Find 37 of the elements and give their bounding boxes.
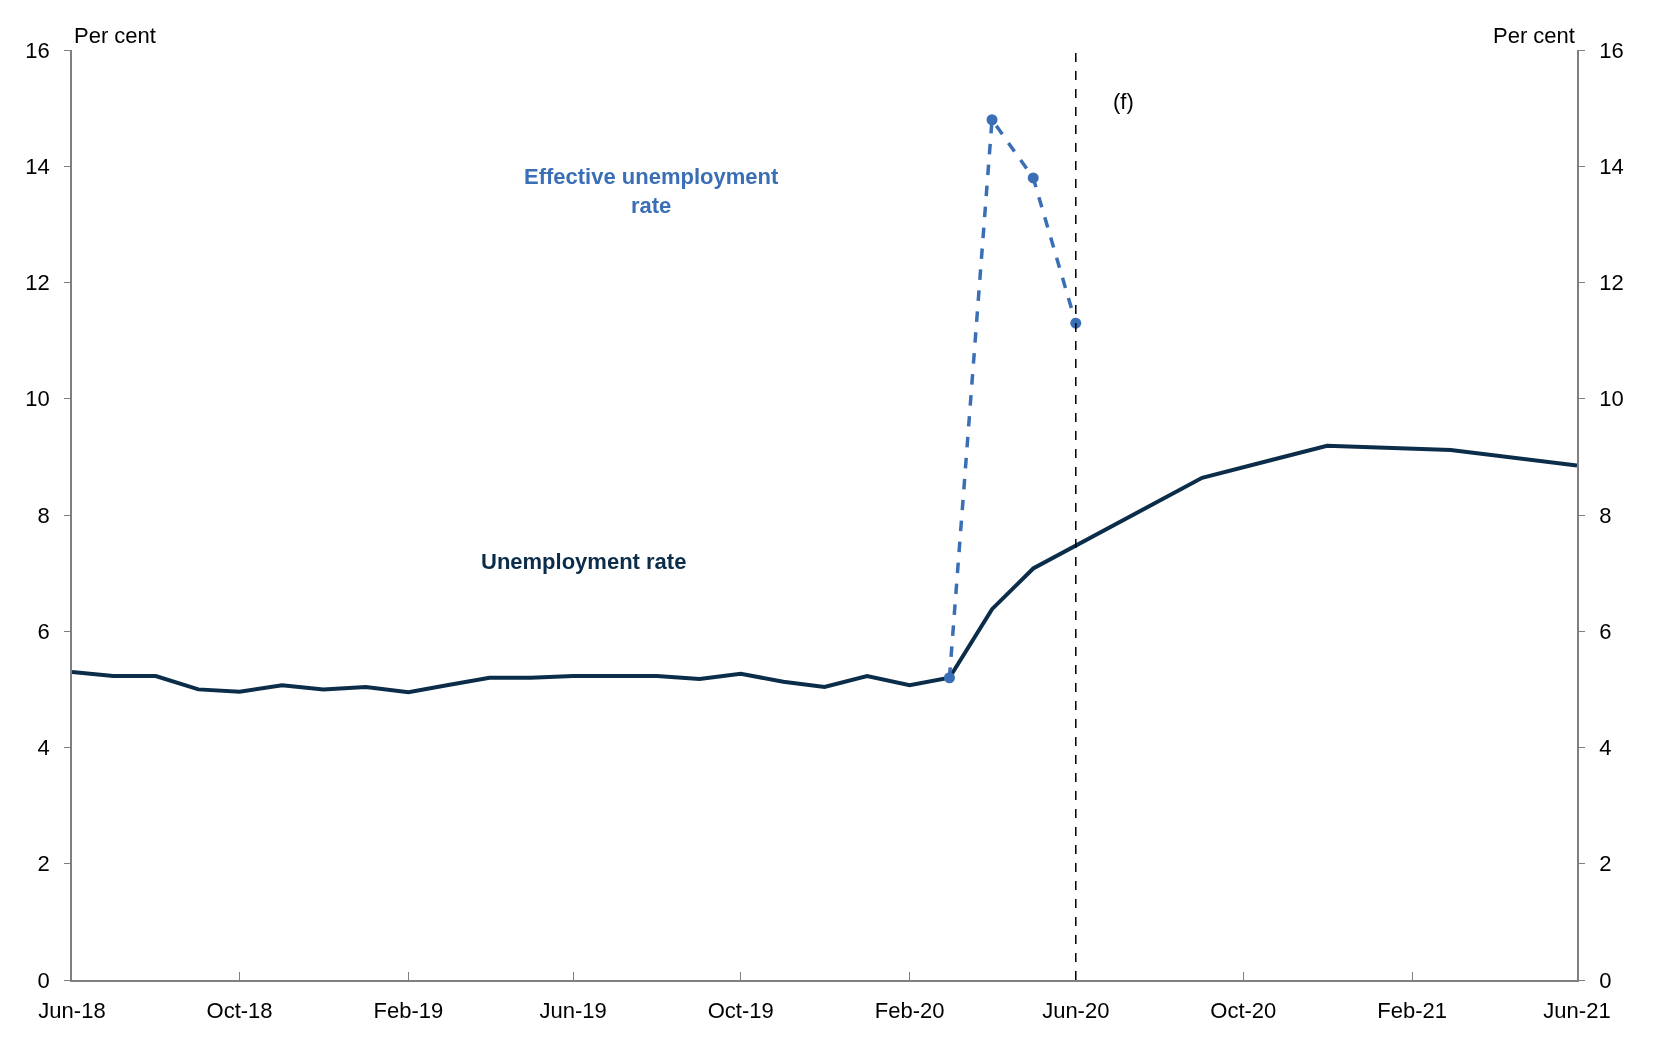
y2-tick-label: 12 — [1599, 270, 1624, 296]
x-tick-label: Jun-19 — [539, 998, 607, 1024]
y-tick-label: 10 — [25, 386, 50, 412]
point — [943, 672, 955, 684]
y-tick-label: 8 — [37, 502, 50, 528]
y2-tick-label: 0 — [1599, 967, 1612, 993]
y2-tick-label: 10 — [1599, 386, 1624, 412]
y-axis-title: Per cent — [74, 23, 156, 48]
x-tick-label: Oct-20 — [1210, 998, 1277, 1024]
y2-tick-label: 4 — [1599, 735, 1612, 761]
x-tick-label: Jun-18 — [38, 998, 106, 1024]
y2-tick-label: 14 — [1599, 153, 1624, 179]
y2-tick-label: 16 — [1599, 37, 1624, 63]
y2-tick-label: 8 — [1599, 502, 1612, 528]
ref-line-label: (f) — [1113, 89, 1134, 114]
y-tick-label: 2 — [37, 851, 50, 877]
x-tick-label: Feb-21 — [1377, 998, 1448, 1024]
line-series — [72, 443, 1577, 695]
text: Effective unemployment rate — [524, 164, 779, 218]
y2-tick-label: 2 — [1599, 851, 1612, 877]
text: Unemployment rate — [481, 549, 687, 574]
x-tick-label: Jun-21 — [1543, 998, 1611, 1024]
point — [1027, 172, 1039, 184]
y-tick-label: 0 — [37, 967, 50, 993]
y2-axis-title: Per cent — [1493, 23, 1575, 48]
x-tick-label: Oct-19 — [707, 998, 774, 1024]
x-tick-label: Oct-18 — [206, 998, 273, 1024]
y2-tick-label: 6 — [1599, 618, 1612, 644]
y-tick-label: 16 — [25, 37, 50, 63]
x-tick-label: Feb-19 — [373, 998, 444, 1024]
y-tick-label: 14 — [25, 153, 50, 179]
x-tick-label: Feb-20 — [874, 998, 945, 1024]
x-tick-label: Jun-20 — [1042, 998, 1110, 1024]
y-tick-label: 6 — [37, 618, 50, 644]
y-tick-label: 4 — [37, 735, 50, 761]
y-tick-label: 12 — [25, 270, 50, 296]
point — [986, 114, 998, 126]
